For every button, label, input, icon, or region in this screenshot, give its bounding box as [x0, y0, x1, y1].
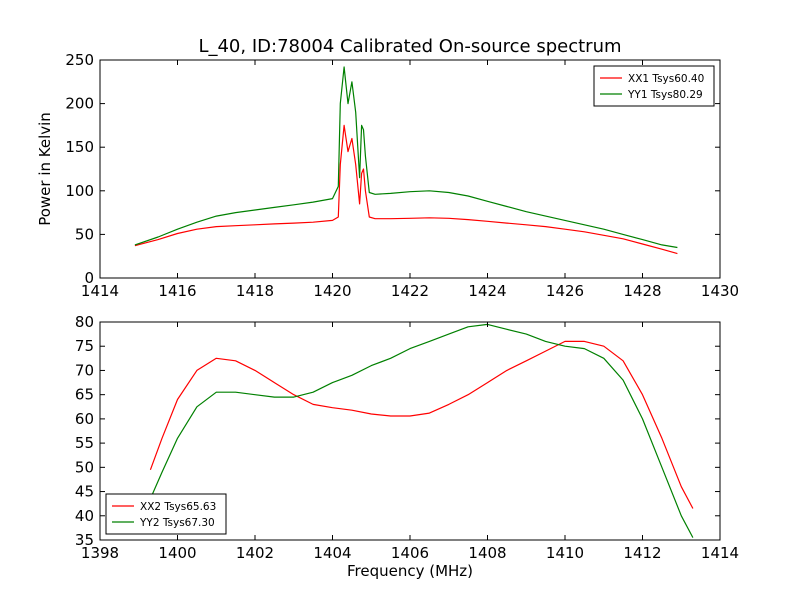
legend: XX2 Tsys65.63 YY2 Tsys67.30	[105, 493, 227, 535]
x-tick-label: 1422	[391, 282, 429, 300]
legend: XX1 Tsys60.40 YY1 Tsys80.29	[593, 65, 715, 107]
x-tick-label: 1400	[158, 544, 196, 562]
y-tick-label: 70	[75, 361, 94, 379]
chart-title: L_40, ID:78004 Calibrated On-source spec…	[198, 36, 621, 57]
y-tick-label: 50	[75, 225, 94, 243]
y-tick-label: 65	[75, 386, 94, 404]
x-tick-label: 1404	[313, 544, 351, 562]
legend-label: XX1 Tsys60.40	[628, 73, 704, 85]
x-tick-label: 1414	[701, 544, 739, 562]
x-tick-label: 1398	[81, 544, 119, 562]
x-tick-label: 1428	[623, 282, 661, 300]
y-tick-label: 50	[75, 458, 94, 476]
y-tick-label: 80	[75, 313, 94, 331]
x-tick-label: 1410	[546, 544, 584, 562]
series-line-yy2	[149, 323, 694, 538]
series-line-xx2	[149, 340, 694, 509]
top-spectrum-panel: 1414 1416 1418 1420 1422 1424 1426 1428 1430 0 50 1…	[36, 36, 739, 300]
y-tick-label: 75	[75, 337, 94, 355]
y-tick-label: 45	[75, 483, 94, 501]
x-tick-label: 1414	[81, 282, 119, 300]
y-tick-label: 55	[75, 434, 94, 452]
legend-label: XX2 Tsys65.63	[140, 501, 216, 513]
y-axis-label: Power in Kelvin	[36, 112, 54, 226]
x-tick-label: 1408	[468, 544, 506, 562]
x-tick-label: 1424	[468, 282, 506, 300]
x-tick-label: 1406	[391, 544, 429, 562]
y-tick-label: 150	[65, 138, 94, 156]
x-tick-label: 1402	[236, 544, 274, 562]
y-tick-label: 60	[75, 410, 94, 428]
legend-box	[105, 493, 227, 535]
x-axis-label: Frequency (MHz)	[347, 562, 473, 580]
y-tick-label: 100	[65, 182, 94, 200]
series-line-xx1	[134, 124, 678, 255]
legend-box	[593, 65, 715, 107]
y-tick-label: 200	[65, 95, 94, 113]
bottom-spectrum-panel: 1398 1400 1402 1404 1406 1408 1410 1412 1414 35 40…	[75, 313, 739, 580]
x-tick-label: 1420	[313, 282, 351, 300]
x-tick-label: 1412	[623, 544, 661, 562]
x-tick-label: 1426	[546, 282, 584, 300]
y-tick-label: 35	[75, 531, 94, 549]
legend-label: YY1 Tsys80.29	[627, 89, 703, 101]
series-line-yy1	[134, 66, 678, 249]
x-tick-label: 1418	[236, 282, 274, 300]
y-tick-label: 40	[75, 507, 94, 525]
legend-label: YY2 Tsys67.30	[139, 517, 215, 529]
y-tick-label: 250	[65, 51, 94, 69]
x-tick-label: 1416	[158, 282, 196, 300]
y-tick-label: 0	[84, 269, 94, 287]
x-tick-label: 1430	[701, 282, 739, 300]
